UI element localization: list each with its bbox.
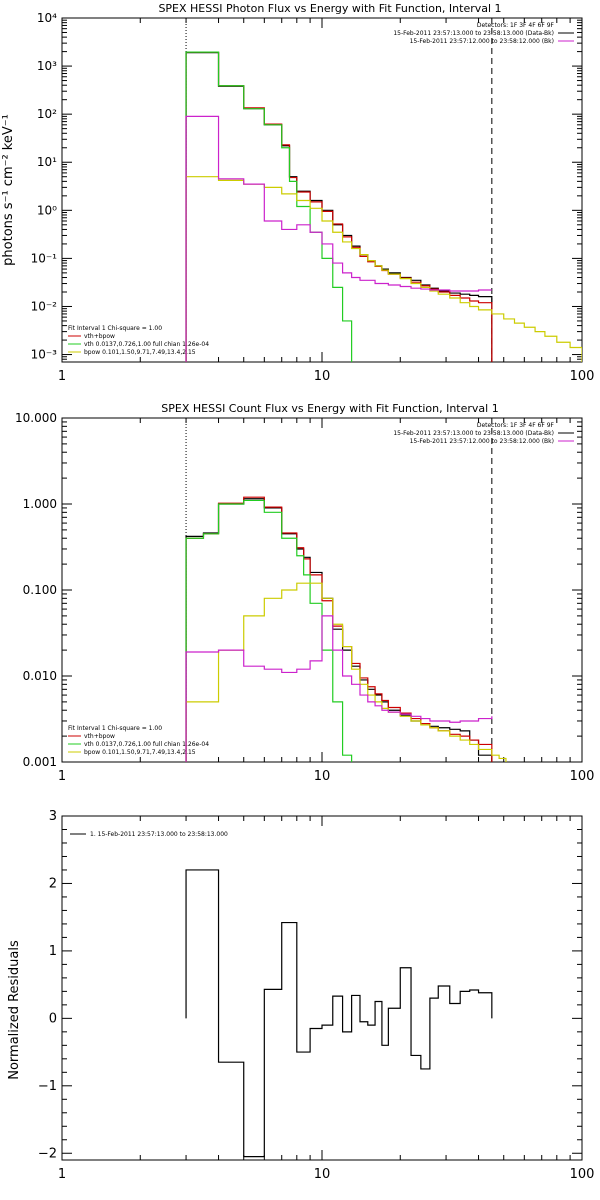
x-tick-label: 10 (314, 369, 331, 384)
series-line (185, 115, 492, 362)
y-tick-label: 10¹ (37, 155, 57, 169)
legend-entry: 15-Feb-2011 23:57:12.000 to 23:58:12.000… (410, 438, 554, 445)
y-tick-label: 0.010 (23, 669, 57, 683)
y-tick-label: 10³ (37, 59, 57, 73)
series-line (185, 582, 507, 762)
legend-entry: Fit Interval 1 Chi-square = 1.00 (68, 725, 162, 732)
y-tick-label: 10⁻² (31, 299, 58, 313)
series-line (185, 176, 582, 362)
series-line (185, 52, 493, 362)
y-tick-label: 10.000 (15, 411, 57, 425)
legend-entry: vth+bpow (84, 733, 115, 740)
y-tick-label: 10⁴ (37, 11, 57, 25)
y-tick-label: 1.000 (23, 497, 57, 511)
legend-entry: bpow 0.101,1.50,9.71,7.49,13.4,2.15 (84, 749, 196, 756)
x-tick-label: 1 (58, 769, 66, 784)
y-tick-label: 1 (49, 944, 57, 959)
chart-title: SPEX HESSI Count Flux vs Energy with Fit… (161, 402, 498, 415)
legend-entry: Detectors: 1F 3F 4F 6F 9F (477, 422, 555, 429)
y-tick-label: 3 (49, 809, 57, 824)
y-tick-label: 0 (49, 1011, 57, 1026)
plot-frame (61, 17, 583, 363)
y-tick-label: 2 (49, 876, 57, 891)
legend-entry: vth+bpow (84, 333, 115, 340)
legend-entry: vth 0.0137,0.726,1.00 full chian 1.26e-0… (84, 341, 209, 348)
y-tick-label: 10⁰ (37, 203, 57, 217)
plot-frame (61, 815, 583, 1161)
y-tick-label: 10² (37, 107, 57, 121)
legend-entry: Detectors: 1F 3F 4F 6F 9F (477, 22, 555, 29)
y-axis-label: photons s⁻¹ cm⁻² keV⁻¹ (1, 114, 16, 266)
series-line (185, 498, 493, 762)
legend-entry: bpow 0.101,1.50,9.71,7.49,13.4,2.15 (84, 349, 196, 356)
series-line (185, 51, 493, 362)
x-tick-label: 10 (314, 1167, 331, 1182)
legend-entry: 15-Feb-2011 23:57:13.000 to 23:58:13.000… (393, 30, 554, 37)
x-tick-label: 1 (58, 369, 66, 384)
count-flux-panel: SPEX HESSI Count Flux vs Energy with Fit… (15, 402, 594, 784)
y-axis-label: Normalized Residuals (7, 940, 22, 1080)
photon-flux-panel: SPEX HESSI Photon Flux vs Energy with Fi… (1, 2, 594, 384)
series-line (185, 499, 353, 762)
legend-entry: vth 0.0137,0.726,1.00 full chian 1.26e-0… (84, 741, 209, 748)
y-tick-label: −2 (38, 1146, 57, 1161)
series-line (185, 615, 493, 762)
y-tick-label: 10⁻¹ (31, 251, 58, 265)
legend-entry: Fit Interval 1 Chi-square = 1.00 (68, 325, 162, 332)
series-line (185, 869, 493, 1158)
legend-entry: 15-Feb-2011 23:57:12.000 to 23:58:12.000… (410, 38, 554, 45)
residuals-panel: Normalized Residuals 1 10 100 −2 −1 0 1 … (7, 809, 594, 1182)
x-tick-label: 10 (314, 769, 331, 784)
y-tick-label: 10⁻³ (31, 348, 58, 362)
chart-title: SPEX HESSI Photon Flux vs Energy with Fi… (158, 2, 501, 15)
x-tick-label: 1 (58, 1167, 66, 1182)
y-tick-label: 0.001 (23, 755, 57, 769)
y-tick-label: 0.100 (23, 583, 57, 597)
x-tick-label: 100 (570, 369, 595, 384)
x-tick-label: 100 (570, 1167, 595, 1182)
x-tick-label: 100 (570, 769, 595, 784)
series-line (185, 51, 353, 362)
legend-entry: 15-Feb-2011 23:57:13.000 to 23:58:13.000… (393, 430, 554, 437)
y-tick-label: −1 (38, 1079, 57, 1094)
legend-entry: 1. 15-Feb-2011 23:57:13.000 to 23:58:13.… (90, 831, 228, 838)
